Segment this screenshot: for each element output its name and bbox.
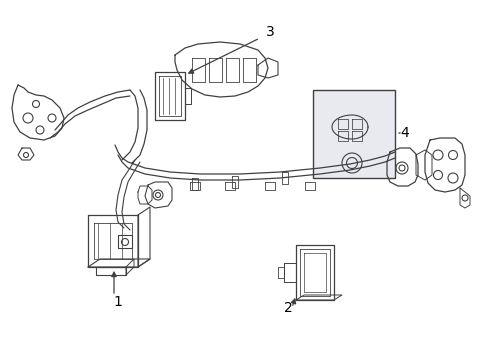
Bar [312, 90, 394, 178]
Text: 3: 3 [265, 25, 274, 39]
Text: 2: 2 [283, 301, 292, 315]
Text: 1: 1 [113, 295, 122, 309]
Text: 4: 4 [400, 126, 408, 140]
